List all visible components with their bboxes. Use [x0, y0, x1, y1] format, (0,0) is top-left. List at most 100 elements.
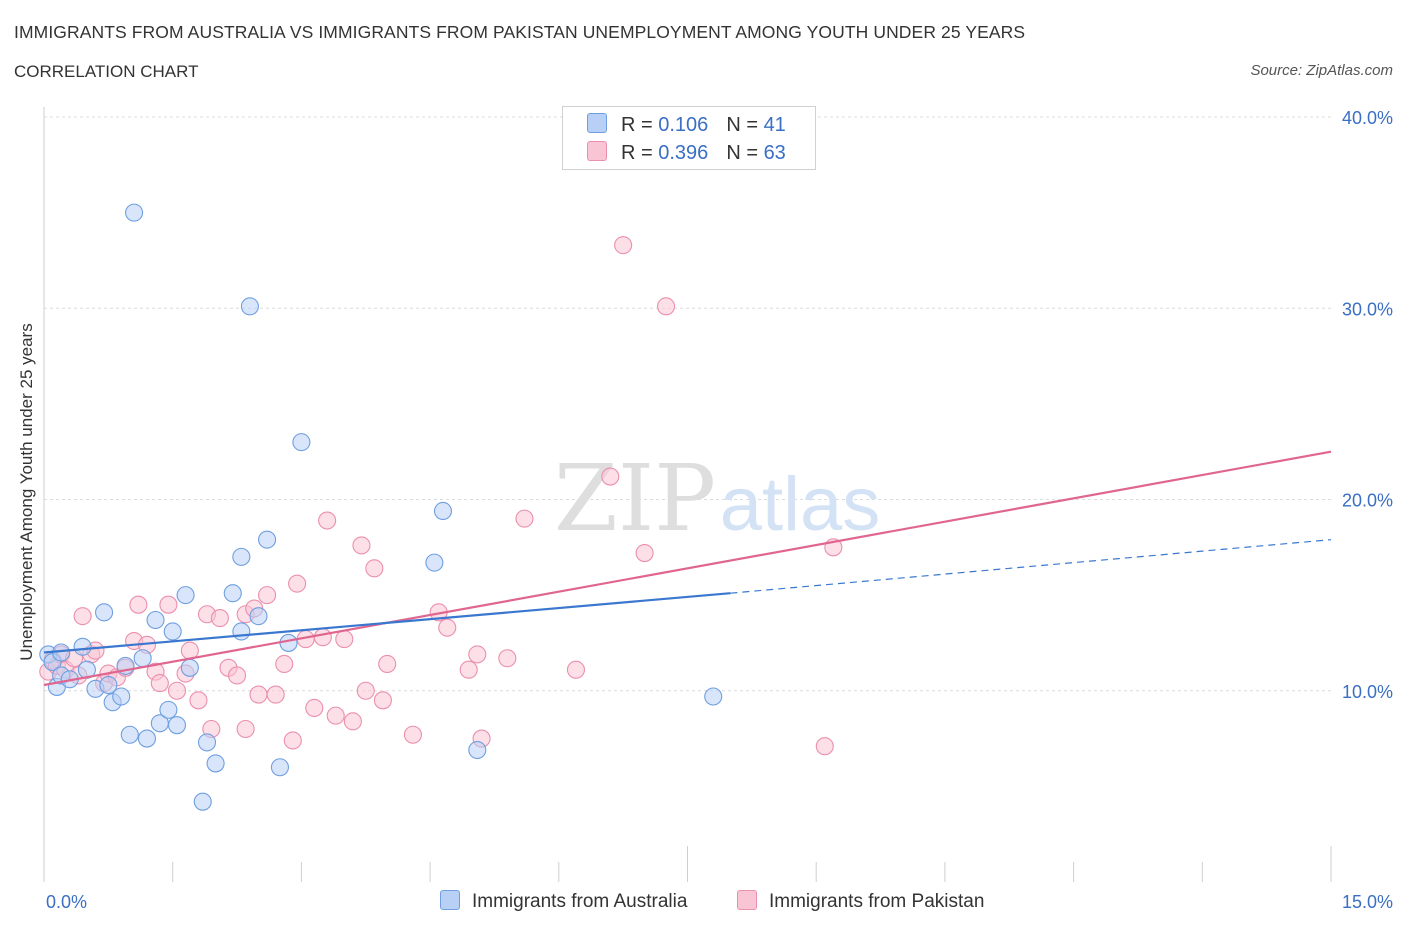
pakistan-point: [352, 536, 371, 555]
source-label: Source: ZipAtlas.com: [1250, 62, 1393, 79]
australia-trend-line: [43, 592, 731, 654]
pakistan-point: [228, 666, 247, 685]
australia-n-label: N =: [726, 114, 764, 136]
legend-item-pakistan[interactable]: Immigrants from Pakistan: [737, 890, 984, 913]
pakistan-point: [150, 674, 169, 693]
pakistan-point: [614, 236, 633, 255]
watermark-atlas: atlas: [720, 462, 881, 547]
australia-point: [197, 733, 217, 752]
pakistan-point: [258, 586, 277, 605]
x-tick-label: 0.0%: [46, 892, 87, 912]
pakistan-point: [656, 297, 676, 316]
australia-point: [232, 622, 251, 641]
pakistan-point: [343, 712, 362, 731]
australia-point: [167, 716, 187, 735]
australia-point: [249, 607, 268, 626]
pakistan-point: [318, 511, 337, 530]
australia-point: [206, 754, 225, 773]
legend-row-australia: R = 0.106 N = 41: [587, 113, 786, 136]
australia-point: [120, 725, 139, 744]
pakistan-point: [515, 509, 534, 528]
pakistan-point: [373, 691, 392, 710]
australia-swatch: [587, 113, 607, 133]
australia-point: [133, 649, 152, 668]
pakistan-point: [73, 607, 92, 626]
pakistan-point: [498, 649, 517, 668]
pakistan-r-value: 0.396: [658, 142, 709, 164]
pakistan-point: [356, 681, 375, 700]
australia-point: [279, 633, 298, 652]
pakistan-point: [236, 719, 255, 739]
chart-subtitle: CORRELATION CHART: [14, 62, 199, 81]
pakistan-point: [365, 559, 384, 578]
gridlines: [44, 116, 1331, 692]
pakistan-point: [159, 595, 178, 614]
pakistan-n-label: N =: [726, 142, 764, 164]
chart-title: IMMIGRANTS FROM AUSTRALIA VS IMMIGRANTS …: [14, 22, 1026, 42]
pakistan-point: [335, 630, 354, 649]
australia-point: [240, 297, 259, 316]
australia-point: [425, 553, 444, 572]
australia-point: [95, 603, 114, 622]
australia-point: [232, 547, 251, 566]
pakistan-point: [468, 645, 487, 664]
australia-point: [159, 700, 178, 719]
australia-point: [180, 658, 199, 677]
legend-row-pakistan: R = 0.396 N = 63: [587, 141, 786, 164]
australia-legend-swatch: [440, 890, 460, 910]
australia-point: [137, 729, 157, 748]
trend-lines: [43, 450, 1332, 687]
pakistan-point: [459, 660, 478, 679]
australia-points: [39, 203, 723, 811]
australia-point: [270, 758, 290, 777]
australia-r-value: 0.106: [658, 114, 709, 136]
pakistan-point: [167, 681, 187, 700]
y-tick-label: 20.0%: [1342, 491, 1393, 511]
pakistan-point: [403, 725, 422, 744]
pakistan-legend-swatch: [737, 890, 757, 910]
legend-item-australia[interactable]: Immigrants from Australia: [440, 890, 687, 913]
y-tick-label: 40.0%: [1342, 108, 1393, 128]
australia-point: [258, 530, 277, 549]
pakistan-point: [313, 628, 332, 647]
pakistan-point: [283, 731, 302, 750]
pakistan-point: [288, 574, 307, 593]
pakistan-point: [601, 467, 620, 486]
y-tick-label: 10.0%: [1342, 682, 1393, 702]
australia-point: [704, 687, 723, 706]
pakistan-trend-line: [43, 450, 1332, 687]
australia-point: [146, 610, 165, 630]
australia-n-value: 41: [763, 114, 786, 136]
australia-point: [73, 637, 92, 656]
australia-legend-label: Immigrants from Australia: [472, 891, 688, 912]
pakistan-point: [326, 706, 345, 725]
y-axis-label: Unemployment Among Youth under 25 years: [17, 323, 36, 661]
australia-point: [292, 433, 311, 452]
australia-point: [433, 501, 453, 521]
australia-point: [112, 687, 131, 706]
pakistan-point: [305, 698, 324, 718]
pakistan-point: [438, 618, 457, 637]
australia-point: [193, 792, 212, 811]
pakistan-swatch: [587, 141, 607, 161]
watermark-zip: ZIP: [554, 445, 716, 552]
pakistan-point: [566, 660, 586, 679]
correlation-legend: R = 0.106 N = 41 R = 0.396 N = 63: [562, 106, 816, 170]
pakistan-point: [815, 737, 834, 756]
pakistan-point: [129, 595, 148, 614]
pakistan-point: [189, 691, 208, 710]
pakistan-point: [249, 685, 268, 704]
pakistan-legend-label: Immigrants from Pakistan: [769, 891, 985, 912]
pakistan-point: [635, 543, 654, 563]
pakistan-point: [266, 685, 285, 704]
australia-point: [176, 586, 195, 605]
pakistan-point: [378, 654, 397, 674]
pakistan-r-label: R =: [621, 142, 659, 164]
axes: [43, 107, 1332, 882]
watermark: ZIP atlas: [554, 445, 880, 552]
x-tick-label: 15.0%: [1342, 892, 1393, 912]
australia-point: [125, 203, 144, 222]
australia-point: [163, 622, 182, 641]
australia-point: [223, 584, 242, 603]
